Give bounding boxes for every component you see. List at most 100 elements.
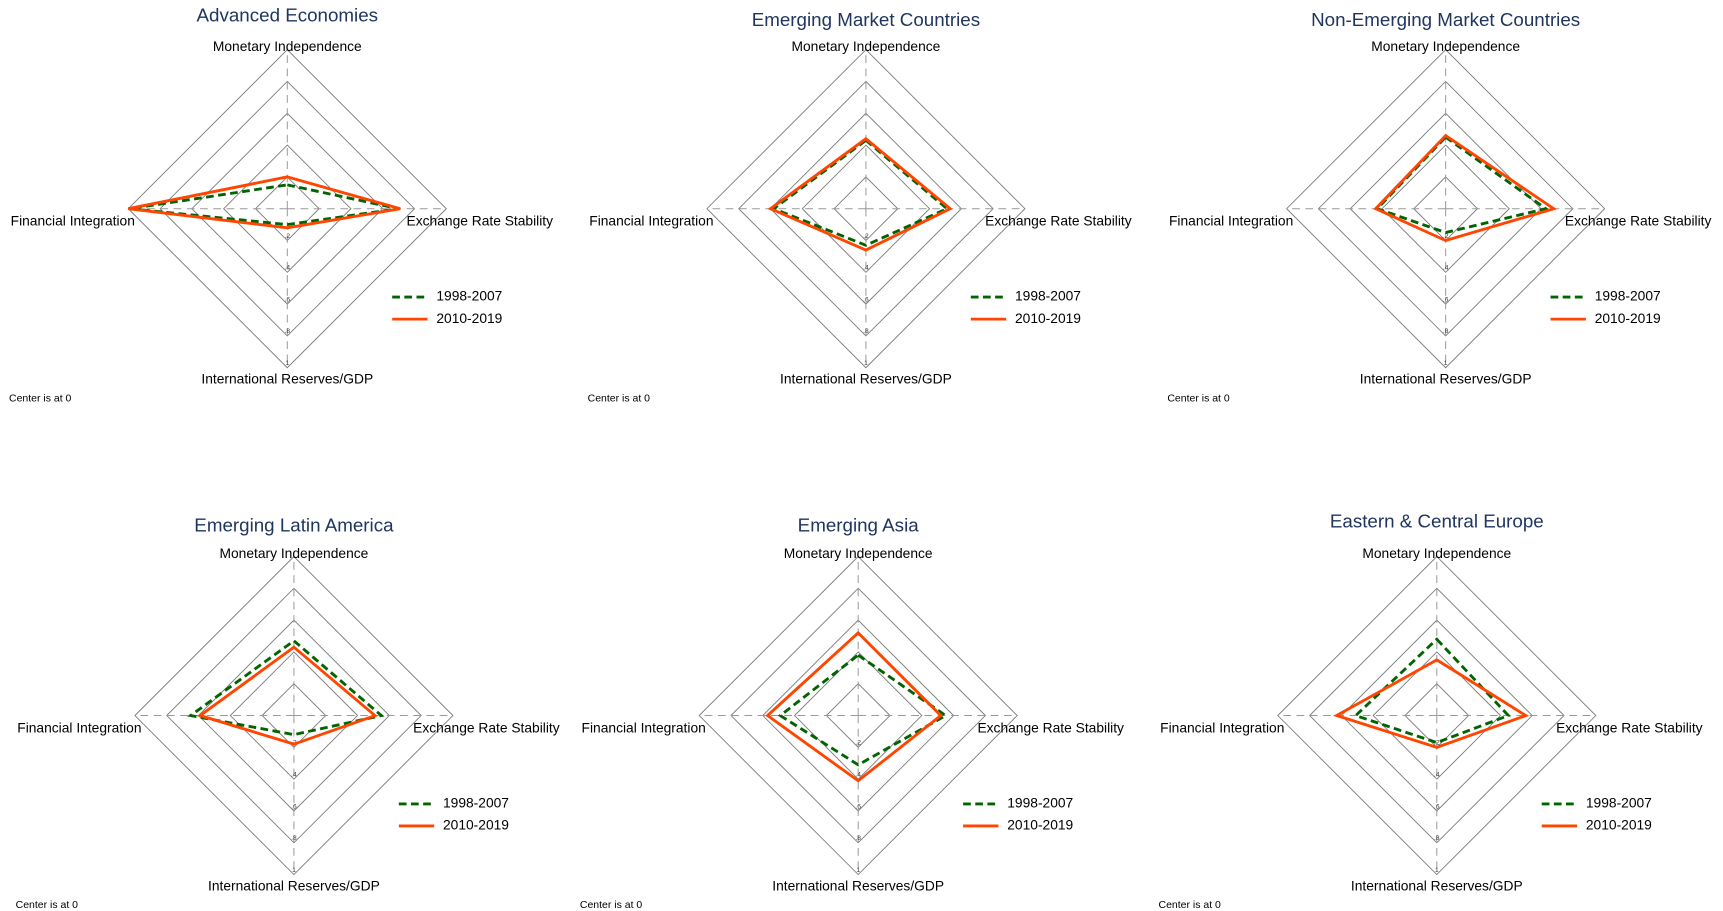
tick-label: .2 (1434, 740, 1440, 747)
legend-label: 2010-2019 (1586, 818, 1652, 833)
legend-label: 1998-2007 (436, 289, 502, 304)
legend-label: 2010-2019 (1015, 311, 1081, 326)
grid-ring (134, 555, 454, 876)
chart-title: Emerging Market Countries (752, 9, 980, 30)
tick-label: .6 (855, 803, 861, 810)
axis-label: Exchange Rate Stability (1565, 214, 1712, 229)
chart-title: Emerging Latin America (194, 515, 394, 536)
axis-label: International Reserves/GDP (772, 878, 944, 893)
grid-ring (738, 80, 994, 337)
legend-label: 2010-2019 (443, 818, 509, 833)
axis-label: Monetary Independence (220, 546, 369, 561)
series-line (777, 653, 949, 767)
tick-label: .4 (1434, 771, 1440, 778)
series-line (770, 138, 950, 247)
chart-title: Emerging Asia (798, 515, 920, 536)
tick-label: .8 (1443, 328, 1449, 335)
tick-label: .6 (1443, 296, 1449, 303)
note: Center is at 0 (588, 393, 651, 404)
grid-ring (1286, 49, 1606, 369)
series-line (129, 183, 399, 227)
axis-label: Financial Integration (1169, 214, 1293, 229)
tick-label: 1 (1435, 867, 1439, 874)
axis-label: Monetary Independence (213, 39, 362, 54)
grid-ring (1372, 651, 1502, 780)
tick-label: .8 (855, 835, 861, 842)
axis-label: International Reserves/GDP (780, 372, 952, 387)
note: Center is at 0 (16, 900, 79, 911)
grid-ring (229, 651, 359, 780)
grid-ring (1317, 80, 1574, 337)
chart-title: Non-Emerging Market Countries (1311, 9, 1580, 30)
legend-label: 1998-2007 (1007, 796, 1073, 811)
legend-label: 2010-2019 (1007, 818, 1073, 833)
tick-label: .4 (285, 265, 291, 272)
axis-label: Financial Integration (1160, 720, 1284, 735)
grid-ring (1277, 555, 1597, 876)
grid-ring (801, 144, 931, 273)
note: Center is at 0 (9, 393, 72, 404)
note: Center is at 0 (580, 900, 643, 911)
tick-label: .2 (855, 740, 861, 747)
note: Center is at 0 (1167, 393, 1230, 404)
tick-label: .6 (1434, 803, 1440, 810)
chart-title: Eastern & Central Europe (1330, 510, 1544, 531)
grid-ring (1308, 587, 1565, 844)
axis-label: Financial Integration (589, 214, 713, 229)
tick-label: .8 (863, 328, 869, 335)
grid-ring (1381, 144, 1510, 273)
axis-label: Exchange Rate Stability (1556, 720, 1703, 735)
grid-ring (730, 587, 987, 844)
tick-label: 1 (285, 360, 289, 367)
tick-label: 1 (856, 867, 860, 874)
legend-label: 2010-2019 (436, 311, 502, 326)
grid-ring (706, 49, 1026, 369)
axis-label: Financial Integration (582, 720, 706, 735)
tick-label: .6 (285, 296, 291, 303)
axis-label: Monetary Independence (792, 39, 941, 54)
grid-ring (127, 49, 447, 369)
chart-title: Advanced Economies (197, 5, 379, 26)
axis-label: International Reserves/GDP (1360, 372, 1532, 387)
tick-label: 1 (1444, 360, 1448, 367)
tick-label: .6 (291, 803, 297, 810)
legend-label: 1998-2007 (1015, 289, 1081, 304)
legend-label: 2010-2019 (1595, 311, 1661, 326)
legend-label: 1998-2007 (443, 796, 509, 811)
axis-label: International Reserves/GDP (1351, 878, 1523, 893)
series-line (1333, 658, 1530, 749)
tick-label: 1 (864, 360, 868, 367)
tick-label: .8 (285, 328, 291, 335)
axis-label: Monetary Independence (784, 546, 933, 561)
axis-label: Financial Integration (11, 214, 135, 229)
series-line (196, 645, 378, 746)
tick-label: .8 (1434, 835, 1440, 842)
axis-label: Exchange Rate Stability (413, 720, 560, 735)
grid-ring (166, 587, 422, 844)
axis-label: International Reserves/GDP (201, 372, 373, 387)
series-line (187, 638, 385, 737)
note: Center is at 0 (1159, 900, 1222, 911)
tick-label: .4 (291, 771, 297, 778)
axis-label: Exchange Rate Stability (407, 214, 554, 229)
tick-label: .4 (863, 265, 869, 272)
axis-label: Exchange Rate Stability (985, 214, 1132, 229)
series-line (765, 630, 944, 783)
tick-label: .4 (855, 771, 861, 778)
axis-label: International Reserves/GDP (208, 878, 380, 893)
tick-label: 1 (292, 867, 296, 874)
legend-label: 1998-2007 (1595, 289, 1661, 304)
grid-ring (698, 555, 1018, 876)
grid-ring (159, 80, 416, 337)
tick-label: .2 (1443, 233, 1449, 240)
series-line (128, 175, 401, 230)
tick-label: .4 (1443, 265, 1449, 272)
